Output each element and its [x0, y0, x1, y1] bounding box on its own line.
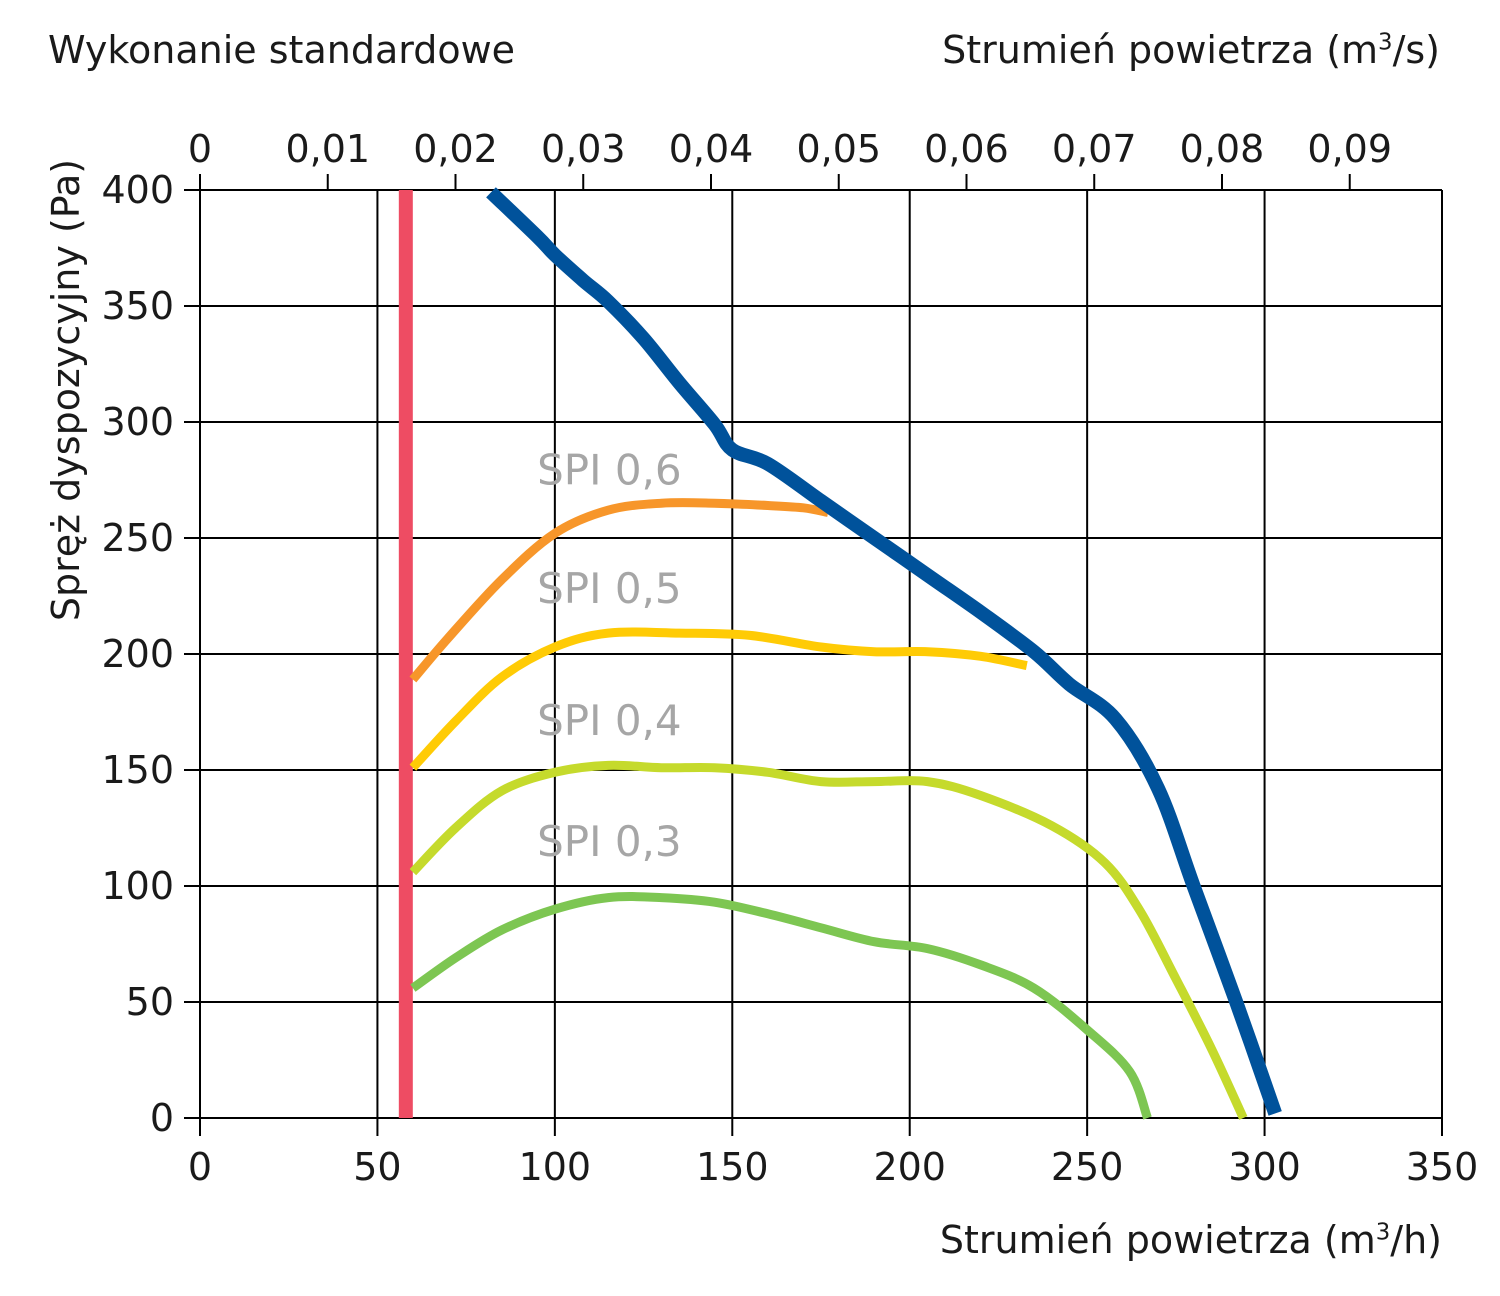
x-axis-title-sup: 3: [1375, 1219, 1391, 1246]
x-axis-title-post: /h): [1390, 1218, 1442, 1262]
top-tick-label: 0: [188, 127, 212, 171]
curve-label: SPI 0,4: [537, 696, 682, 745]
y-tick-label: 200: [101, 632, 174, 676]
x-tick-label: 150: [696, 1145, 769, 1189]
x-tick-label: 300: [1228, 1145, 1301, 1189]
x-tick-label: 100: [519, 1145, 592, 1189]
series-line-spi-0-4: [409, 760, 1248, 1120]
series-line-spi-0-6: [409, 498, 830, 683]
top-tick-label: 0,08: [1180, 127, 1265, 171]
top-tick-label: 0,05: [796, 127, 881, 171]
x-axis-title-pre: Strumień powietrza (m: [939, 1218, 1376, 1262]
top-tick-label: 0,03: [541, 127, 626, 171]
top-axis-title-post: /s): [1392, 28, 1440, 72]
y-tick-label: 50: [126, 980, 174, 1024]
curve-label: SPI 0,3: [537, 817, 682, 866]
y-tick-label: 150: [101, 748, 174, 792]
top-tick-label: 0,01: [285, 127, 370, 171]
x-tick-label: 350: [1406, 1145, 1479, 1189]
curve-label: SPI 0,5: [537, 564, 682, 613]
top-tick-label: 0,02: [413, 127, 498, 171]
y-tick-label: 250: [101, 516, 174, 560]
y-tick-label: 350: [101, 284, 174, 328]
top-axis-title-sup: 3: [1378, 29, 1393, 56]
top-tick-label: 0,04: [669, 127, 754, 171]
top-axis-title-pre: Strumień powietrza (m: [942, 28, 1379, 72]
series-line-fan: [486, 187, 1282, 1116]
series-line-spi-0-3: [410, 892, 1152, 1120]
x-tick-label: 0: [188, 1145, 212, 1189]
y-tick-label: 0: [150, 1096, 174, 1140]
x-tick-label: 50: [353, 1145, 401, 1189]
series-line-spi-0-5: [409, 627, 1028, 771]
curve-label: SPI 0,6: [537, 446, 682, 495]
top-tick-label: 0,09: [1307, 127, 1392, 171]
y-tick-label: 300: [101, 400, 174, 444]
x-tick-label: 200: [873, 1145, 946, 1189]
top-axis-title: Strumień powietrza (m3/s): [942, 28, 1440, 72]
variant-title: Wykonanie standardowe: [48, 28, 516, 72]
top-tick-label: 0,06: [924, 127, 1009, 171]
x-axis-title: Strumień powietrza (m3/h): [940, 1218, 1442, 1262]
y-tick-label: 100: [101, 864, 174, 908]
y-tick-label: 400: [101, 168, 174, 212]
x-tick-label: 250: [1051, 1145, 1124, 1189]
top-tick-label: 0,07: [1052, 127, 1137, 171]
